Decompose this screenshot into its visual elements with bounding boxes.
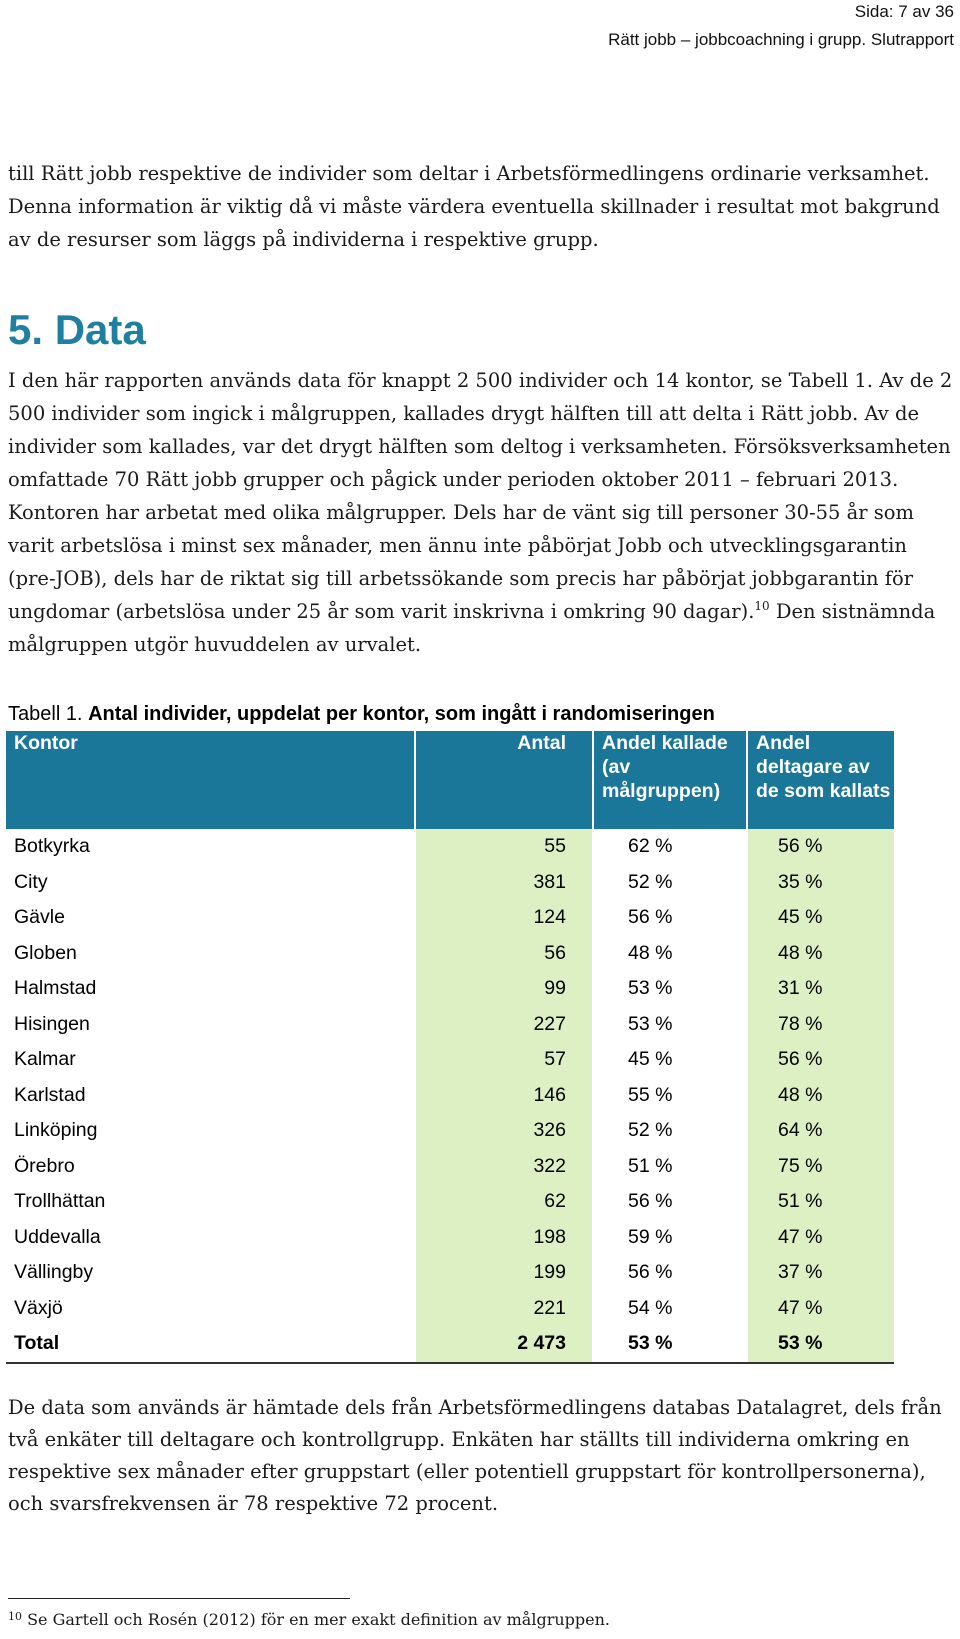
cell-antal: 221 [415,1290,594,1326]
table-caption-title: Antal individer, uppdelat per kontor, so… [88,703,715,725]
table-header-row: Kontor Antal Andel kallade (av målgruppe… [6,731,894,829]
cell-andel-kallade: 56 % [593,1255,748,1291]
cell-kontor: City [6,864,416,900]
cell-andel-kallade: 52 % [593,1113,748,1149]
table-total-row: Total 2 473 53 % 53 % [6,1326,894,1364]
table-row: City 381 52 % 35 % [6,864,894,900]
table-row: Trollhättan 62 56 % 51 % [6,1184,894,1220]
cell-andel-kallade: 54 % [593,1290,748,1326]
cell-kontor: Hisingen [6,1006,416,1042]
footnote-divider [8,1598,350,1599]
table-row: Uddevalla 198 59 % 47 % [6,1219,894,1255]
page-number: Sida: 7 av 36 [854,2,954,21]
cell-andel-deltagare-total: 53 % [747,1326,894,1364]
section-heading: 5. Data [8,306,146,353]
cell-andel-kallade: 51 % [593,1148,748,1184]
cell-antal: 381 [415,864,594,900]
table-row: Vällingby 199 56 % 37 % [6,1255,894,1291]
cell-kontor: Trollhättan [6,1184,416,1220]
cell-andel-deltagare: 31 % [747,971,894,1007]
table-row: Växjö 221 54 % 47 % [6,1290,894,1326]
cell-andel-deltagare: 51 % [747,1184,894,1220]
cell-andel-deltagare: 75 % [747,1148,894,1184]
table-row: Gävle 124 56 % 45 % [6,900,894,936]
cell-antal: 57 [415,1042,594,1078]
table-row: Linköping 326 52 % 64 % [6,1113,894,1149]
footnote-number: 10 [8,1610,22,1623]
cell-andel-deltagare: 56 % [747,829,894,865]
table-row: Halmstad 99 53 % 31 % [6,971,894,1007]
header-kontor: Kontor [6,731,416,829]
cell-andel-kallade: 56 % [593,900,748,936]
cell-kontor: Botkyrka [6,829,416,865]
cell-andel-deltagare: 56 % [747,1042,894,1078]
cell-kontor-total: Total [6,1326,416,1364]
table-row: Globen 56 48 % 48 % [6,935,894,971]
header-andel-kallade: Andel kallade (av målgruppen) [593,731,748,829]
cell-andel-kallade: 53 % [593,1006,748,1042]
closing-paragraph: De data som används är hämtade dels från… [8,1396,942,1515]
intro-paragraph: till Rätt jobb respektive de individer s… [8,162,940,251]
cell-antal: 198 [415,1219,594,1255]
table-caption: Tabell 1. Antal individer, uppdelat per … [8,703,715,726]
cell-andel-deltagare: 47 % [747,1219,894,1255]
cell-andel-kallade: 62 % [593,829,748,865]
data-paragraph-tail: Den sistnämnda målgruppen utgör huvuddel… [8,600,936,656]
cell-kontor: Kalmar [6,1042,416,1078]
cell-antal: 55 [415,829,594,865]
cell-andel-kallade-total: 53 % [593,1326,748,1364]
cell-kontor: Linköping [6,1113,416,1149]
cell-antal: 99 [415,971,594,1007]
cell-antal-total: 2 473 [415,1326,594,1364]
cell-antal: 146 [415,1077,594,1113]
table-body: Botkyrka 55 62 % 56 % City 381 52 % 35 %… [6,829,894,1364]
footnote: 10 Se Gartell och Rosén (2012) för en me… [8,1610,610,1629]
cell-andel-deltagare: 37 % [747,1255,894,1291]
cell-andel-kallade: 55 % [593,1077,748,1113]
cell-kontor: Halmstad [6,971,416,1007]
cell-andel-deltagare: 64 % [747,1113,894,1149]
cell-kontor: Växjö [6,1290,416,1326]
cell-kontor: Gävle [6,900,416,936]
table-caption-prefix: Tabell 1. [8,703,89,725]
cell-kontor: Uddevalla [6,1219,416,1255]
footnote-ref[interactable]: 10 [754,599,770,613]
cell-andel-deltagare: 35 % [747,864,894,900]
data-paragraph-text: I den här rapporten används data för kna… [8,369,953,623]
cell-kontor: Karlstad [6,1077,416,1113]
data-paragraph: I den här rapporten används data för kna… [8,364,953,661]
cell-antal: 199 [415,1255,594,1291]
cell-kontor: Örebro [6,1148,416,1184]
table-row: Örebro 322 51 % 75 % [6,1148,894,1184]
cell-antal: 326 [415,1113,594,1149]
header-andel-deltagare: Andel deltagare av de som kallats [747,731,894,829]
table-row: Karlstad 146 55 % 48 % [6,1077,894,1113]
cell-kontor: Globen [6,935,416,971]
footnote-text: Se Gartell och Rosén (2012) för en mer e… [22,1610,610,1629]
report-title: Rätt jobb – jobbcoachning i grupp. Slutr… [608,30,954,49]
cell-antal: 56 [415,935,594,971]
cell-andel-kallade: 48 % [593,935,748,971]
cell-antal: 62 [415,1184,594,1220]
cell-antal: 227 [415,1006,594,1042]
cell-andel-deltagare: 48 % [747,1077,894,1113]
cell-andel-kallade: 45 % [593,1042,748,1078]
cell-andel-kallade: 53 % [593,971,748,1007]
header-antal: Antal [415,731,594,829]
offices-table: Kontor Antal Andel kallade (av målgruppe… [6,731,894,1364]
cell-andel-kallade: 59 % [593,1219,748,1255]
cell-andel-deltagare: 48 % [747,935,894,971]
cell-antal: 124 [415,900,594,936]
cell-andel-kallade: 56 % [593,1184,748,1220]
cell-andel-deltagare: 47 % [747,1290,894,1326]
table-row: Botkyrka 55 62 % 56 % [6,829,894,865]
cell-andel-deltagare: 78 % [747,1006,894,1042]
table-row: Kalmar 57 45 % 56 % [6,1042,894,1078]
cell-antal: 322 [415,1148,594,1184]
table-row: Hisingen 227 53 % 78 % [6,1006,894,1042]
cell-andel-deltagare: 45 % [747,900,894,936]
cell-kontor: Vällingby [6,1255,416,1291]
cell-andel-kallade: 52 % [593,864,748,900]
